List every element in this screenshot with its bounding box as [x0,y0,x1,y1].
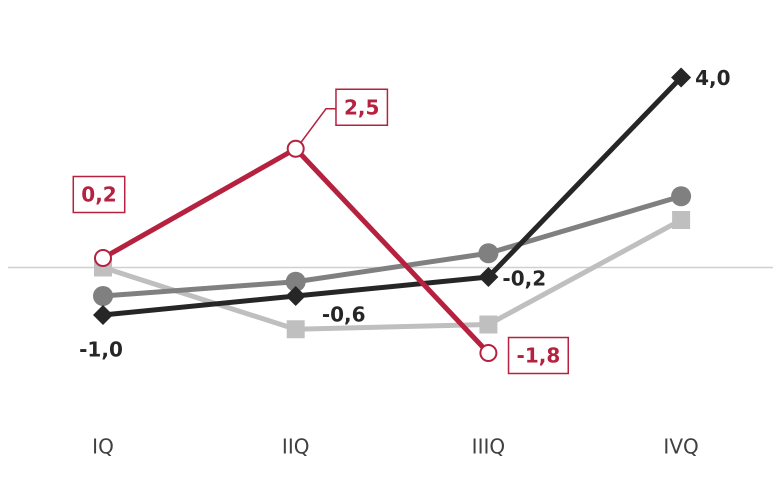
marker [94,249,112,267]
leader-line [300,108,336,144]
data-label: -0,2 [502,267,546,291]
x-tick-label: IIQ [282,435,310,459]
series-line [102,217,683,332]
data-label: 4,0 [695,66,730,90]
label-box [507,336,570,375]
data-label: -0,6 [322,303,366,327]
marker [479,344,498,362]
marker [671,67,692,88]
label-box [72,175,126,214]
data-label: -1,8 [517,344,561,368]
marker [671,186,692,207]
x-tick-label: IQ [92,435,114,459]
marker [285,271,306,292]
marker [478,243,499,264]
data-label: -1,0 [79,338,123,362]
data-label: 2,5 [344,95,379,119]
marker [286,139,305,158]
x-tick-label: IIIQ [472,435,505,459]
marker [478,267,499,287]
marker [286,320,305,339]
marker [672,211,691,229]
marker [285,286,306,306]
x-tick-label: IVQ [663,435,698,459]
marker [93,305,113,325]
marker [479,315,498,334]
series-line [102,193,682,299]
series-line [102,75,683,318]
marker [93,286,113,306]
data-label: 0,2 [81,183,116,207]
label-box [335,88,389,126]
